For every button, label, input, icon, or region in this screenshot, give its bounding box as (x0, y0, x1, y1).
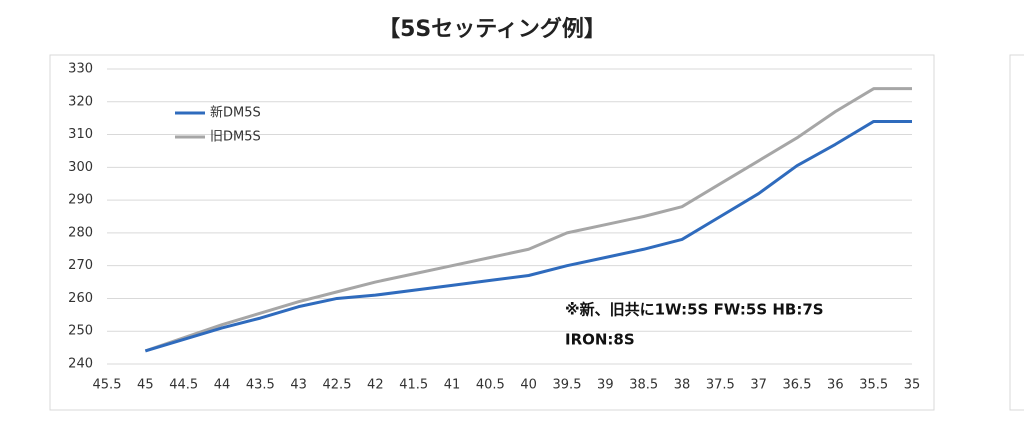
x-tick-label: 37 (750, 378, 767, 393)
next-chart-frame (1009, 54, 1024, 411)
annotation: ※新、旧共に1W:5S FW:5S HB:7S (565, 301, 824, 319)
legend-label: 旧DM5S (210, 130, 261, 145)
chart-title: 【5Sセッティング例】 (378, 16, 606, 42)
x-tick-label: 41 (444, 378, 461, 393)
x-tick-label: 38 (674, 378, 691, 393)
x-tick-label: 44.5 (169, 378, 198, 393)
series-line (144, 87, 912, 353)
y-tick-label: 290 (68, 193, 93, 208)
x-tick-label: 39 (597, 378, 614, 393)
y-tick-label: 320 (68, 94, 93, 109)
annotation: IRON:8S (565, 331, 635, 349)
x-tick-label: 37.5 (706, 378, 735, 393)
x-tick-label: 41.5 (399, 378, 428, 393)
chart-frame (49, 54, 935, 411)
series-line (144, 119, 912, 353)
y-tick-label: 260 (68, 291, 93, 306)
legend-label: 新DM5S (210, 105, 261, 121)
x-tick-label: 42.5 (323, 378, 352, 393)
x-tick-label: 39.5 (553, 378, 582, 393)
y-tick-label: 250 (68, 324, 93, 339)
x-tick-label: 35 (904, 378, 921, 393)
x-tick-label: 35.5 (859, 378, 888, 393)
x-tick-label: 45 (137, 378, 154, 393)
x-tick-label: 43 (290, 378, 307, 393)
y-tick-label: 280 (68, 225, 93, 240)
x-tick-label: 43.5 (246, 378, 275, 393)
y-tick-label: 310 (68, 127, 93, 142)
x-tick-label: 44 (214, 378, 231, 393)
x-tick-label: 40.5 (476, 378, 505, 393)
y-tick-label: 240 (68, 357, 93, 372)
y-tick-label: 330 (68, 62, 93, 77)
x-tick-label: 38.5 (629, 378, 658, 393)
y-tick-label: 300 (68, 160, 93, 175)
x-tick-label: 42 (367, 378, 384, 393)
x-tick-label: 36.5 (783, 378, 812, 393)
x-tick-label: 45.5 (93, 378, 122, 393)
x-tick-label: 40 (520, 378, 537, 393)
x-tick-label: 36 (827, 378, 844, 393)
y-tick-label: 270 (68, 258, 93, 273)
